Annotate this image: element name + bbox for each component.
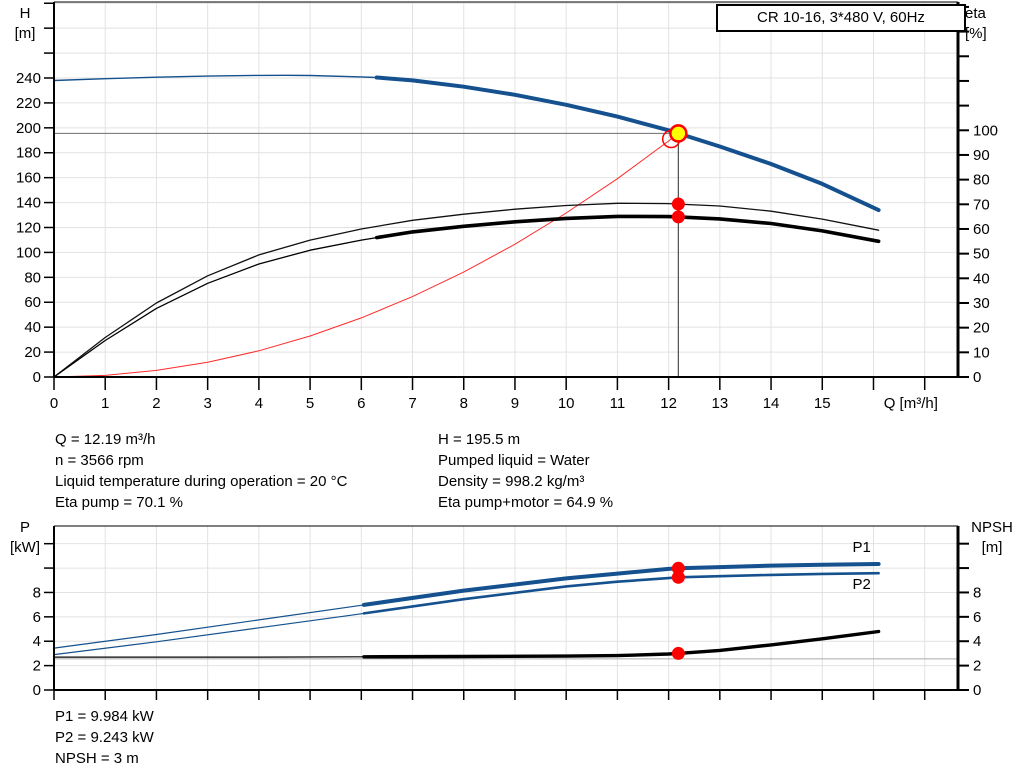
svg-text:8: 8 (33, 584, 41, 601)
annotation-density: Density = 998.2 kg/m³ (438, 473, 585, 490)
svg-text:8: 8 (460, 395, 468, 412)
svg-text:3: 3 (203, 395, 211, 412)
operating-data-right: H = 195.5 m Pumped liquid = Water Densit… (438, 429, 613, 513)
svg-text:0: 0 (50, 395, 58, 412)
svg-text:2: 2 (152, 395, 160, 412)
svg-text:9: 9 (511, 395, 519, 412)
annotation-liquid: Pumped liquid = Water (438, 452, 590, 469)
eta-axis-unit: [%] (965, 25, 987, 42)
svg-text:7: 7 (408, 395, 416, 412)
svg-text:2: 2 (973, 658, 981, 675)
svg-text:12: 12 (660, 395, 677, 412)
svg-text:1: 1 (101, 395, 109, 412)
svg-text:0: 0 (973, 369, 981, 386)
h-axis-symbol: H (19, 5, 31, 22)
svg-text:20: 20 (973, 320, 990, 337)
svg-text:120: 120 (16, 219, 41, 236)
svg-text:160: 160 (16, 170, 41, 187)
svg-text:5: 5 (306, 395, 314, 412)
pump-title-box: CR 10-16, 3*480 V, 60Hz (716, 4, 966, 32)
svg-text:P2: P2 (852, 576, 870, 593)
svg-text:100: 100 (973, 122, 998, 139)
svg-text:11: 11 (610, 395, 626, 412)
svg-text:0: 0 (33, 682, 41, 699)
footer-p1: P1 = 9.984 kW (55, 708, 154, 725)
npsh-axis-title: NPSH [m] (962, 518, 1022, 558)
svg-text:8: 8 (973, 584, 981, 601)
svg-text:2: 2 (33, 658, 41, 675)
svg-text:40: 40 (973, 270, 990, 287)
svg-text:70: 70 (973, 196, 990, 213)
p-axis-unit: [kW] (10, 539, 40, 556)
svg-text:30: 30 (973, 295, 990, 312)
svg-text:60: 60 (24, 294, 41, 311)
svg-text:0: 0 (33, 369, 41, 386)
svg-text:200: 200 (16, 120, 41, 137)
p-axis-title: P [kW] (2, 518, 48, 558)
svg-text:240: 240 (16, 70, 41, 87)
footer-p2: P2 = 9.243 kW (55, 729, 154, 746)
svg-text:180: 180 (16, 145, 41, 162)
svg-text:6: 6 (33, 609, 41, 626)
eta-axis-symbol: eta (965, 5, 986, 22)
svg-text:13: 13 (711, 395, 728, 412)
svg-text:40: 40 (24, 319, 41, 336)
footer-npsh: NPSH = 3 m (55, 750, 139, 767)
svg-text:50: 50 (973, 246, 990, 263)
npsh-axis-symbol: NPSH (971, 519, 1013, 536)
p-axis-symbol: P (19, 519, 30, 536)
eta-axis-title: eta [%] (965, 4, 1021, 44)
annotation-eta-pump: Eta pump = 70.1 % (55, 494, 183, 511)
npsh-axis-unit: [m] (981, 539, 1003, 556)
svg-text:4: 4 (973, 633, 981, 650)
annotation-flow: Q = 12.19 m³/h (55, 431, 156, 448)
svg-text:80: 80 (973, 172, 990, 189)
h-axis-unit: [m] (14, 25, 36, 42)
svg-text:Q [m³/h]: Q [m³/h] (884, 395, 938, 412)
svg-text:10: 10 (973, 344, 990, 361)
annotation-head: H = 195.5 m (438, 431, 521, 448)
operating-data-left: Q = 12.19 m³/h n = 3566 rpm Liquid tempe… (55, 429, 347, 513)
svg-text:P1: P1 (852, 539, 870, 556)
svg-text:20: 20 (24, 344, 41, 361)
svg-text:140: 140 (16, 195, 41, 212)
svg-text:15: 15 (814, 395, 831, 412)
power-data-block: P1 = 9.984 kW P2 = 9.243 kW NPSH = 3 m (55, 706, 154, 769)
svg-text:80: 80 (24, 269, 41, 286)
annotation-eta-total: Eta pump+motor = 64.9 % (438, 494, 614, 511)
svg-text:10: 10 (558, 395, 575, 412)
annotation-speed: n = 3566 rpm (55, 452, 144, 469)
svg-text:6: 6 (357, 395, 365, 412)
svg-text:6: 6 (973, 609, 981, 626)
h-axis-title: H [m] (2, 4, 48, 44)
svg-text:90: 90 (973, 147, 990, 164)
svg-text:60: 60 (973, 221, 990, 238)
svg-text:4: 4 (33, 633, 41, 650)
svg-text:220: 220 (16, 95, 41, 112)
annotation-temperature: Liquid temperature during operation = 20… (55, 473, 348, 490)
svg-text:14: 14 (763, 395, 780, 412)
svg-text:0: 0 (973, 682, 981, 699)
svg-text:4: 4 (255, 395, 263, 412)
svg-text:100: 100 (16, 244, 41, 261)
